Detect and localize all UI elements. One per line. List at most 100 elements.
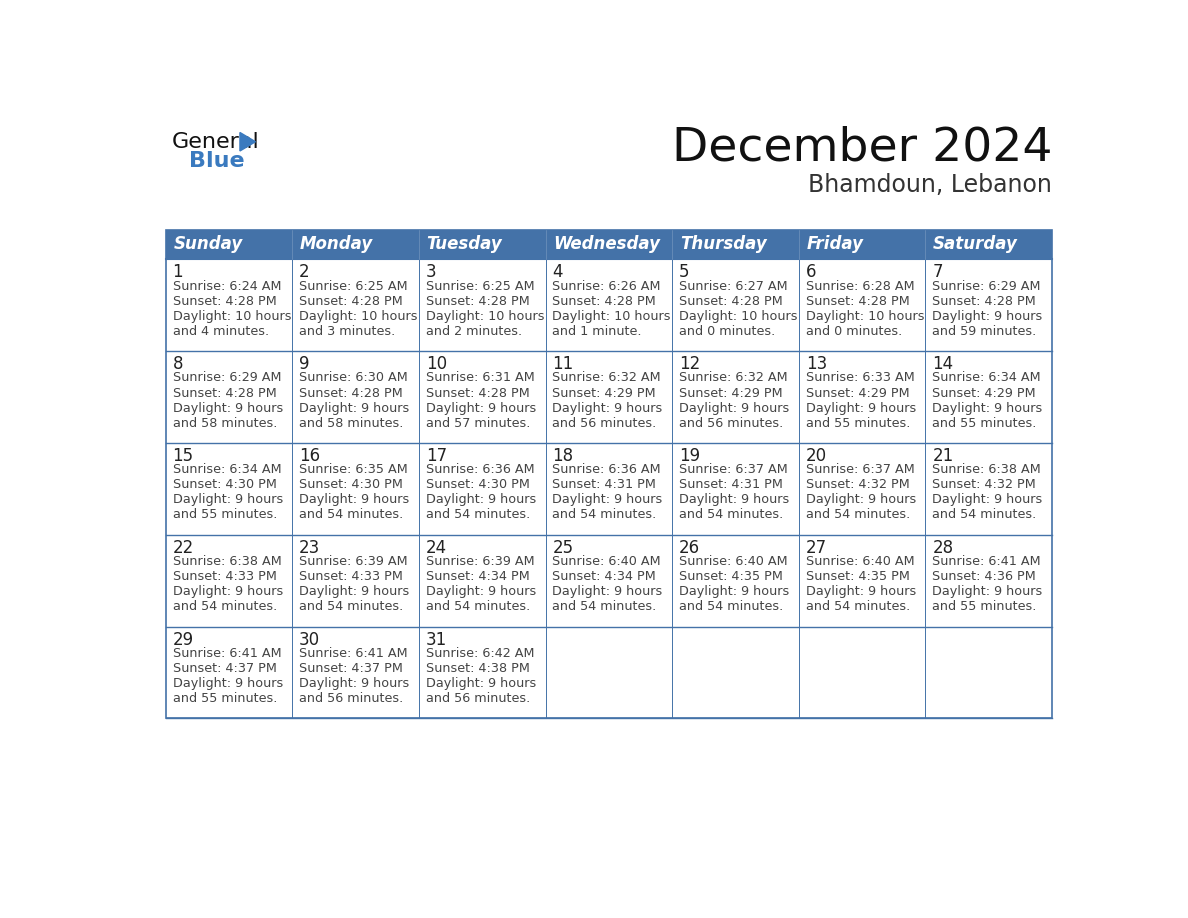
Text: Sunset: 4:34 PM: Sunset: 4:34 PM — [425, 570, 530, 584]
Text: 16: 16 — [299, 447, 321, 465]
Text: Sunrise: 6:41 AM: Sunrise: 6:41 AM — [933, 555, 1041, 568]
Bar — [545, 626, 672, 719]
Text: Daylight: 9 hours: Daylight: 9 hours — [425, 401, 536, 415]
Text: Daylight: 9 hours: Daylight: 9 hours — [680, 586, 789, 599]
Text: Daylight: 9 hours: Daylight: 9 hours — [680, 401, 789, 415]
Bar — [292, 534, 419, 626]
Text: 2: 2 — [299, 263, 310, 282]
Text: Daylight: 9 hours: Daylight: 9 hours — [172, 401, 283, 415]
Text: Saturday: Saturday — [934, 235, 1018, 253]
Bar — [292, 626, 419, 719]
Text: 6: 6 — [805, 263, 816, 282]
Text: and 4 minutes.: and 4 minutes. — [172, 325, 268, 338]
Text: 5: 5 — [680, 263, 690, 282]
Text: Daylight: 10 hours: Daylight: 10 hours — [299, 309, 418, 322]
Text: 17: 17 — [425, 447, 447, 465]
Text: Sunrise: 6:40 AM: Sunrise: 6:40 AM — [552, 555, 661, 568]
Bar — [925, 626, 1053, 719]
Text: Sunset: 4:32 PM: Sunset: 4:32 PM — [933, 478, 1036, 491]
Bar — [545, 351, 672, 442]
Text: Sunrise: 6:38 AM: Sunrise: 6:38 AM — [172, 555, 282, 568]
Bar — [672, 534, 798, 626]
Text: 11: 11 — [552, 355, 574, 374]
Text: Sunrise: 6:24 AM: Sunrise: 6:24 AM — [172, 280, 282, 293]
Text: Friday: Friday — [807, 235, 864, 253]
Text: Sunrise: 6:27 AM: Sunrise: 6:27 AM — [680, 280, 788, 293]
Text: and 55 minutes.: and 55 minutes. — [172, 692, 277, 705]
Text: Sunset: 4:28 PM: Sunset: 4:28 PM — [425, 295, 530, 308]
Text: Sunrise: 6:38 AM: Sunrise: 6:38 AM — [933, 464, 1041, 476]
Text: 12: 12 — [680, 355, 701, 374]
Text: Blue: Blue — [189, 151, 245, 171]
Text: Sunset: 4:28 PM: Sunset: 4:28 PM — [552, 295, 656, 308]
Text: Daylight: 9 hours: Daylight: 9 hours — [552, 401, 663, 415]
Text: 25: 25 — [552, 539, 574, 557]
Bar — [419, 351, 545, 442]
Text: 24: 24 — [425, 539, 447, 557]
Text: General: General — [172, 131, 259, 151]
Text: Daylight: 9 hours: Daylight: 9 hours — [805, 494, 916, 507]
Text: and 0 minutes.: and 0 minutes. — [680, 325, 776, 338]
Text: Sunrise: 6:41 AM: Sunrise: 6:41 AM — [172, 647, 282, 660]
Text: and 55 minutes.: and 55 minutes. — [933, 417, 1037, 430]
Text: Daylight: 9 hours: Daylight: 9 hours — [552, 586, 663, 599]
Bar — [419, 442, 545, 534]
Text: and 54 minutes.: and 54 minutes. — [805, 509, 910, 521]
Bar — [798, 442, 925, 534]
Text: Sunset: 4:36 PM: Sunset: 4:36 PM — [933, 570, 1036, 584]
Text: Sunset: 4:35 PM: Sunset: 4:35 PM — [805, 570, 910, 584]
Text: Sunrise: 6:28 AM: Sunrise: 6:28 AM — [805, 280, 915, 293]
Text: and 1 minute.: and 1 minute. — [552, 325, 642, 338]
Text: Sunrise: 6:40 AM: Sunrise: 6:40 AM — [680, 555, 788, 568]
Text: and 55 minutes.: and 55 minutes. — [172, 509, 277, 521]
Text: 9: 9 — [299, 355, 310, 374]
Text: Sunrise: 6:33 AM: Sunrise: 6:33 AM — [805, 372, 915, 385]
Text: Sunrise: 6:37 AM: Sunrise: 6:37 AM — [680, 464, 788, 476]
Text: 20: 20 — [805, 447, 827, 465]
Bar — [672, 626, 798, 719]
Text: Sunrise: 6:40 AM: Sunrise: 6:40 AM — [805, 555, 915, 568]
Bar — [419, 626, 545, 719]
Text: Monday: Monday — [299, 235, 373, 253]
Text: and 0 minutes.: and 0 minutes. — [805, 325, 902, 338]
Text: 29: 29 — [172, 632, 194, 649]
Text: 10: 10 — [425, 355, 447, 374]
Text: Sunrise: 6:26 AM: Sunrise: 6:26 AM — [552, 280, 661, 293]
Text: Sunset: 4:30 PM: Sunset: 4:30 PM — [172, 478, 277, 491]
Text: 7: 7 — [933, 263, 943, 282]
Text: and 54 minutes.: and 54 minutes. — [680, 509, 783, 521]
Text: 31: 31 — [425, 632, 447, 649]
Text: Sunset: 4:38 PM: Sunset: 4:38 PM — [425, 662, 530, 676]
Text: 1: 1 — [172, 263, 183, 282]
Text: and 57 minutes.: and 57 minutes. — [425, 417, 530, 430]
Text: 8: 8 — [172, 355, 183, 374]
Bar — [292, 442, 419, 534]
Text: Daylight: 9 hours: Daylight: 9 hours — [425, 494, 536, 507]
Text: Daylight: 9 hours: Daylight: 9 hours — [299, 586, 410, 599]
Bar — [292, 351, 419, 442]
Text: Sunset: 4:28 PM: Sunset: 4:28 PM — [172, 386, 277, 399]
Text: and 55 minutes.: and 55 minutes. — [933, 600, 1037, 613]
Text: and 54 minutes.: and 54 minutes. — [805, 600, 910, 613]
Text: Daylight: 9 hours: Daylight: 9 hours — [552, 494, 663, 507]
Text: Sunset: 4:28 PM: Sunset: 4:28 PM — [299, 386, 403, 399]
Text: Sunrise: 6:25 AM: Sunrise: 6:25 AM — [425, 280, 535, 293]
Text: and 55 minutes.: and 55 minutes. — [805, 417, 910, 430]
Text: Daylight: 9 hours: Daylight: 9 hours — [805, 586, 916, 599]
Text: and 54 minutes.: and 54 minutes. — [299, 509, 404, 521]
Text: Sunrise: 6:29 AM: Sunrise: 6:29 AM — [933, 280, 1041, 293]
Text: and 54 minutes.: and 54 minutes. — [425, 509, 530, 521]
Text: Daylight: 9 hours: Daylight: 9 hours — [172, 677, 283, 690]
Text: 19: 19 — [680, 447, 700, 465]
Bar — [672, 442, 798, 534]
Text: Wednesday: Wednesday — [554, 235, 661, 253]
Text: Daylight: 9 hours: Daylight: 9 hours — [805, 401, 916, 415]
Text: Sunday: Sunday — [173, 235, 242, 253]
Bar — [292, 259, 419, 351]
Text: Sunrise: 6:35 AM: Sunrise: 6:35 AM — [299, 464, 407, 476]
Text: Sunset: 4:33 PM: Sunset: 4:33 PM — [172, 570, 277, 584]
Bar — [672, 351, 798, 442]
Text: Sunset: 4:28 PM: Sunset: 4:28 PM — [680, 295, 783, 308]
Text: Daylight: 9 hours: Daylight: 9 hours — [299, 677, 410, 690]
Text: and 54 minutes.: and 54 minutes. — [552, 509, 657, 521]
